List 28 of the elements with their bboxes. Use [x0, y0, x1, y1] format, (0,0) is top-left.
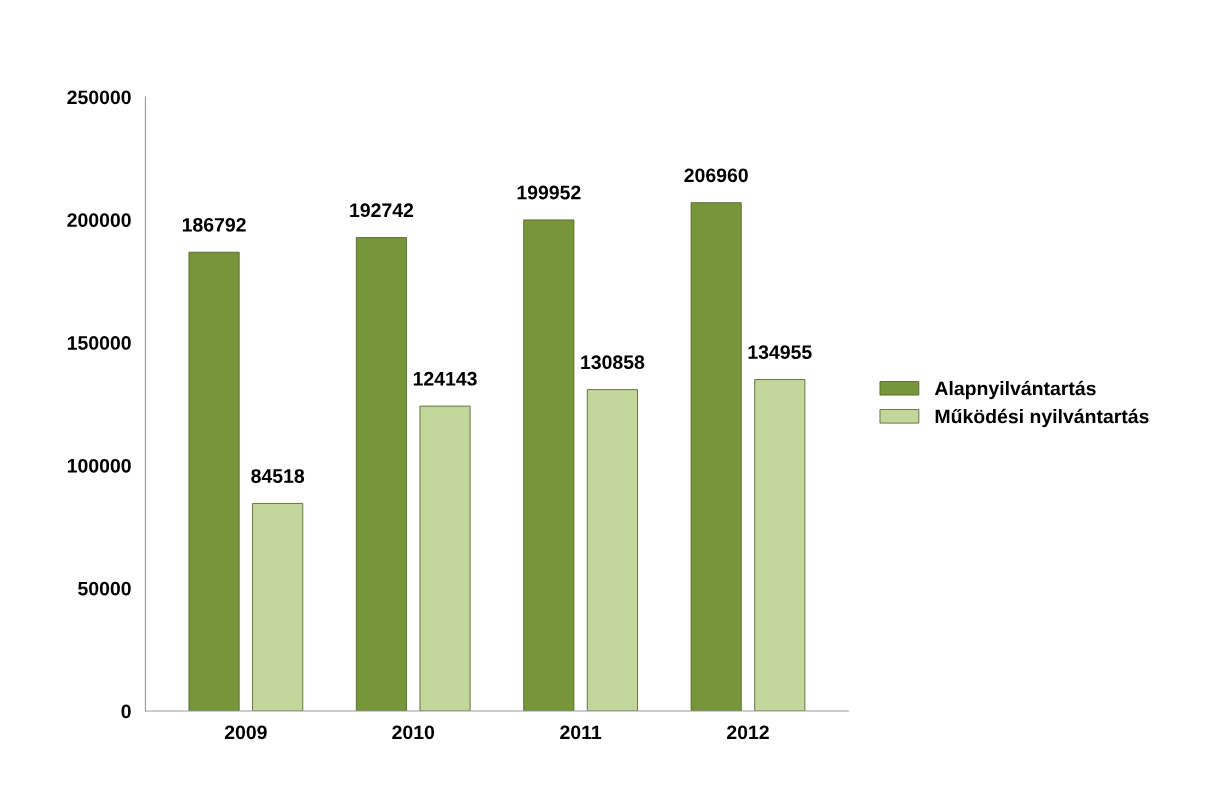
bar	[355, 237, 407, 712]
data-label: 206960	[684, 168, 748, 183]
y-tick-label: 250000	[67, 90, 131, 105]
bar	[419, 405, 471, 712]
data-label: 186792	[182, 217, 246, 232]
bar	[252, 503, 304, 712]
data-label: 130858	[581, 355, 645, 370]
y-tick-label: 100000	[67, 458, 131, 473]
bar	[754, 379, 806, 712]
bar	[690, 202, 742, 712]
x-tick-label: 2009	[224, 725, 267, 740]
data-label: 84518	[251, 469, 305, 483]
x-tick-label: 2011	[560, 725, 602, 740]
y-tick-label: 50000	[78, 581, 131, 596]
data-label: 199952	[517, 185, 581, 200]
data-label: 192742	[350, 203, 414, 218]
bar	[523, 219, 575, 712]
bar	[586, 389, 638, 712]
y-tick-label: 0	[121, 704, 131, 719]
y-tick-label: 150000	[67, 336, 131, 350]
legend-label: Működési nyilvántartás	[935, 408, 1149, 428]
data-label: 134955	[748, 345, 812, 360]
legend-label: Alapnyilvántartás	[934, 380, 1096, 400]
y-tick-label: 200000	[67, 213, 131, 228]
x-tick-label: 2010	[392, 725, 435, 740]
bar	[188, 251, 240, 712]
data-label: 124143	[413, 371, 477, 386]
x-tick-label: 2012	[727, 725, 769, 740]
